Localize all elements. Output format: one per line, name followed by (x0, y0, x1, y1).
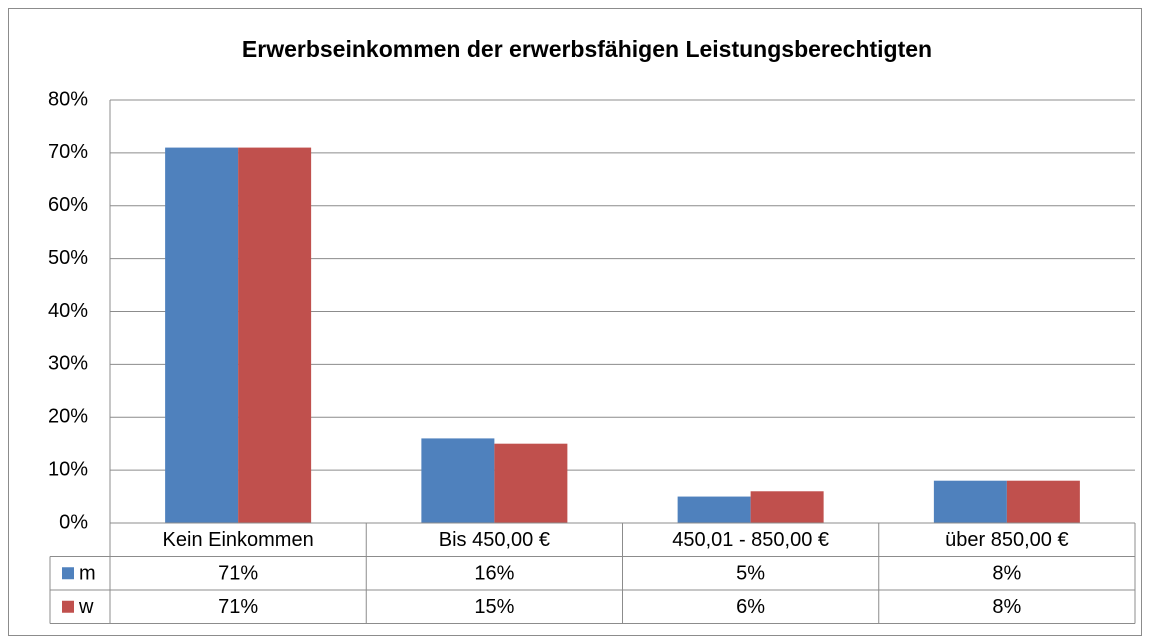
table-value: 71% (218, 596, 258, 618)
y-tick-label: 10% (48, 458, 88, 480)
table-value: 71% (218, 563, 258, 585)
y-tick-label: 60% (48, 194, 88, 216)
bar (933, 480, 1007, 523)
legend-label: m (79, 563, 96, 585)
y-tick-label: 20% (48, 406, 88, 428)
bar (750, 491, 824, 523)
bar (238, 147, 312, 523)
x-tick-label: über 850,00 € (945, 529, 1068, 551)
table-value: 6% (736, 596, 765, 618)
y-tick-label: 0% (59, 511, 88, 533)
table-value: 8% (992, 563, 1021, 585)
table-value: 8% (992, 596, 1021, 618)
bar (165, 147, 239, 523)
bar (494, 443, 568, 523)
y-tick-label: 30% (48, 353, 88, 375)
legend-key (62, 567, 74, 580)
y-tick-label: 70% (48, 141, 88, 163)
bar (421, 438, 495, 523)
bar (677, 496, 751, 523)
x-tick-label: 450,01 - 850,00 € (672, 529, 829, 551)
table-value: 5% (736, 563, 765, 585)
table-value: 16% (474, 563, 514, 585)
legend-key (62, 600, 74, 613)
y-tick-label: 80% (48, 88, 88, 110)
y-tick-label: 40% (48, 300, 88, 322)
x-tick-label: Bis 450,00 € (439, 529, 550, 551)
legend-label: w (78, 596, 94, 618)
table-value: 15% (474, 596, 514, 618)
y-tick-label: 50% (48, 247, 88, 269)
chart-title: Erwerbseinkommen der erwerbsfähigen Leis… (242, 36, 932, 62)
bar (1006, 480, 1080, 523)
x-tick-label: Kein Einkommen (163, 529, 314, 551)
